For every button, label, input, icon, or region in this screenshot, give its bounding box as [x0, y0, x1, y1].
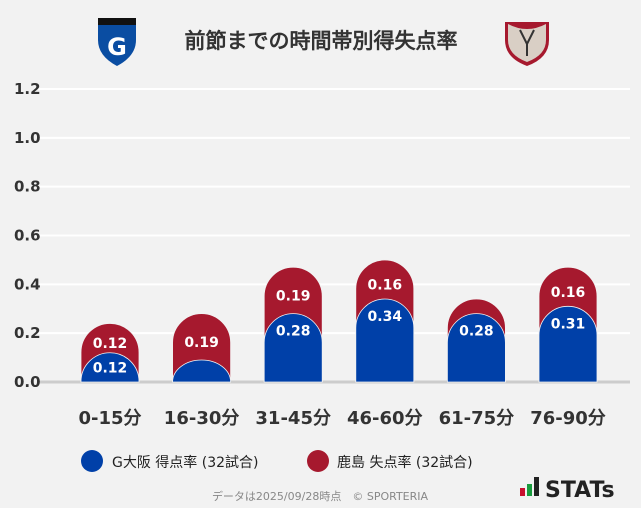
- bar-gamba: [80, 352, 140, 383]
- chart-title: 前節までの時間帯別得失点率: [185, 29, 458, 53]
- data-label-gamba: 0.12: [93, 360, 128, 376]
- data-label-kashima: 0.12: [93, 336, 128, 352]
- legend: G大阪 得点率 (32試合) 鹿島 失点率 (32試合): [81, 450, 473, 472]
- bar-gamba: [172, 359, 232, 383]
- x-tick-label: 76-90分: [530, 408, 606, 429]
- kashima-logo-icon: [505, 22, 549, 66]
- bar-gamba: [447, 313, 506, 383]
- data-label-kashima: 0.19: [184, 335, 219, 351]
- data-label-kashima: 0.19: [276, 288, 311, 304]
- y-tick-label: 1.2: [14, 80, 41, 98]
- legend-label-kashima: 鹿島 失点率 (32試合): [337, 454, 473, 471]
- data-label-gamba: 0.28: [459, 324, 494, 340]
- legend-label-gamba: G大阪 得点率 (32試合): [112, 454, 259, 471]
- y-tick-label: 0.4: [14, 275, 41, 293]
- legend-swatch-kashima: [307, 450, 329, 472]
- y-tick-label: 0.0: [14, 373, 41, 391]
- svg-text:G: G: [107, 33, 127, 61]
- data-label-gamba: 0.31: [551, 316, 586, 332]
- data-label-kashima: 0.16: [551, 285, 586, 301]
- x-tick-label: 46-60分: [347, 408, 423, 429]
- bar-gamba: [263, 313, 323, 383]
- legend-swatch-gamba: [81, 450, 103, 472]
- x-tick-label: 16-30分: [164, 408, 240, 429]
- x-tick-label: 31-45分: [255, 408, 331, 429]
- y-tick-label: 0.6: [14, 227, 41, 245]
- gamba-logo-icon: G: [98, 18, 136, 66]
- stats-logo-icon: [520, 477, 539, 496]
- x-tick-label: 0-15分: [78, 408, 141, 429]
- bar-gamba: [538, 305, 598, 383]
- y-tick-label: 1.0: [14, 129, 41, 147]
- y-tick-label: 0.2: [14, 324, 41, 342]
- x-tick-label: 61-75分: [439, 408, 515, 429]
- bar-gamba: [355, 298, 415, 383]
- stats-brand: STATs: [545, 478, 615, 503]
- data-label-gamba: 0.28: [276, 324, 311, 340]
- data-label-kashima: 0.16: [368, 277, 403, 293]
- y-tick-label: 0.8: [14, 178, 41, 196]
- data-label-gamba: 0.34: [368, 309, 403, 325]
- footer-note: データは2025/09/28時点 © SPORTERIA: [212, 489, 429, 503]
